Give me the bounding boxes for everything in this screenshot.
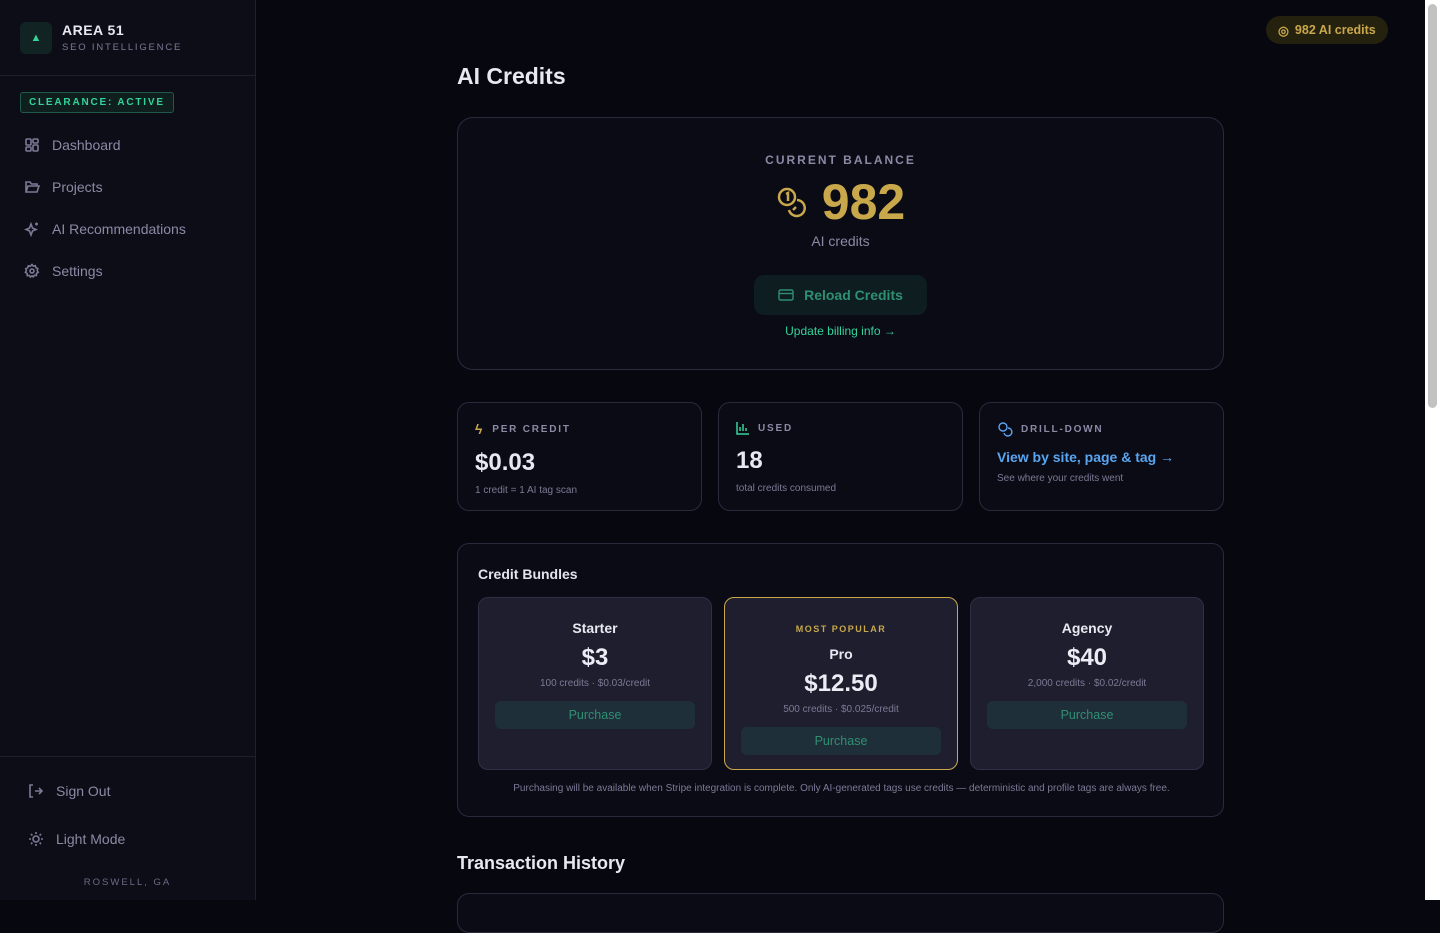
stat-label: DRILL-DOWN	[1021, 423, 1104, 435]
bundle-name: Starter	[572, 620, 618, 636]
scrollbar[interactable]	[1425, 0, 1440, 900]
sidebar-item-label: Dashboard	[52, 137, 121, 153]
bundle-starter: Starter $3 100 credits · $0.03/credit Pu…	[478, 597, 712, 770]
sidebar-item-ai-recommendations[interactable]: AI Recommendations	[0, 208, 255, 250]
reload-label: Reload Credits	[804, 287, 903, 303]
transaction-history-title: Transaction History	[457, 853, 626, 873]
stat-sub: total credits consumed	[736, 483, 837, 494]
bundle-name: Agency	[1061, 620, 1113, 636]
stat-label: PER CREDIT	[492, 423, 571, 435]
sparkles-icon	[24, 221, 39, 237]
purchase-button[interactable]: Purchase	[987, 701, 1187, 729]
balance-card: CURRENT BALANCE 982 AI credits Reload Cr…	[457, 117, 1224, 370]
credit-bundles-card: Credit Bundles Starter $3 100 credits · …	[457, 543, 1224, 817]
coins-icon	[777, 187, 806, 218]
bundle-detail: 500 credits · $0.025/credit	[783, 704, 899, 715]
coins-icon: ◎	[1278, 23, 1289, 38]
sign-out-icon	[29, 784, 44, 798]
dashboard-icon	[25, 138, 39, 152]
light-mode-toggle[interactable]: Light Mode	[0, 815, 255, 863]
stat-sub: See where your credits went	[997, 473, 1124, 484]
brand-subtitle: SEO INTELLIGENCE	[62, 42, 183, 53]
bar-chart-icon	[736, 422, 749, 435]
stat-label: USED	[758, 422, 793, 434]
bundle-price: $40	[1066, 644, 1108, 671]
credits-badge[interactable]: ◎ 982 AI credits	[1266, 16, 1388, 44]
bundle-detail: 100 credits · $0.03/credit	[539, 678, 651, 689]
bundle-name: Pro	[829, 646, 853, 662]
light-mode-label: Light Mode	[56, 831, 126, 847]
purchase-button[interactable]: Purchase	[741, 727, 941, 755]
sidebar-item-dashboard[interactable]: Dashboard	[0, 124, 255, 166]
credits-badge-label: 982 AI credits	[1294, 23, 1376, 37]
bundle-price: $12.50	[804, 670, 878, 697]
sidebar-item-label: Settings	[52, 263, 103, 279]
stat-value: $0.03	[475, 449, 536, 476]
bundle-pro: MOST POPULAR Pro $12.50 500 credits · $0…	[724, 597, 958, 770]
sidebar-item-label: Projects	[52, 179, 103, 195]
bundle-agency: Agency $40 2,000 credits · $0.02/credit …	[970, 597, 1204, 770]
stat-value: 18	[736, 447, 763, 474]
purchase-button[interactable]: Purchase	[495, 701, 695, 729]
balance-unit: AI credits	[811, 233, 870, 249]
stat-per-credit: ϟ PER CREDIT $0.03 1 credit = 1 AI tag sc…	[457, 402, 702, 511]
sidebar: ▲ AREA 51 SEO INTELLIGENCE CLEARANCE: AC…	[0, 0, 256, 900]
sign-out-button[interactable]: Sign Out	[0, 767, 255, 815]
reload-credits-button[interactable]: Reload Credits	[754, 275, 927, 315]
bundle-price: $3	[581, 644, 609, 671]
purchase-note: Purchasing will be available when Stripe…	[513, 783, 1170, 794]
update-billing-link[interactable]: Update billing info →	[785, 324, 896, 338]
most-popular-tag: MOST POPULAR	[795, 624, 887, 634]
stat-used: USED 18 total credits consumed	[718, 402, 963, 511]
sign-out-label: Sign Out	[56, 783, 111, 799]
credit-card-icon	[778, 289, 794, 301]
scrollbar-thumb[interactable]	[1428, 4, 1437, 408]
brand: ▲ AREA 51 SEO INTELLIGENCE	[0, 0, 255, 76]
stat-drill-down: DRILL-DOWN View by site, page & tag → Se…	[979, 402, 1224, 511]
sidebar-item-projects[interactable]: Projects	[0, 166, 255, 208]
sidebar-item-label: AI Recommendations	[52, 221, 186, 237]
bundle-detail: 2,000 credits · $0.02/credit	[1027, 678, 1147, 689]
sun-icon	[29, 832, 43, 846]
clearance-badge: CLEARANCE: ACTIVE	[20, 92, 174, 113]
bundles-title: Credit Bundles	[478, 566, 578, 582]
stat-sub: 1 credit = 1 AI tag scan	[475, 485, 578, 496]
gear-icon	[24, 263, 40, 279]
balance-label: CURRENT BALANCE	[765, 153, 916, 167]
page-title: AI Credits	[457, 63, 566, 89]
location-label: ROSWELL, GA	[83, 877, 172, 888]
logo-icon: ▲	[20, 21, 52, 54]
drill-down-link[interactable]: View by site, page & tag →	[997, 449, 1175, 465]
balance-value: 982	[821, 174, 906, 230]
transaction-history-card	[457, 893, 1224, 933]
sidebar-item-settings[interactable]: Settings	[0, 250, 255, 292]
folder-icon	[24, 181, 40, 193]
brand-name: AREA 51	[62, 22, 125, 38]
coins-icon	[998, 422, 1013, 437]
lightning-icon: ϟ	[475, 421, 485, 437]
